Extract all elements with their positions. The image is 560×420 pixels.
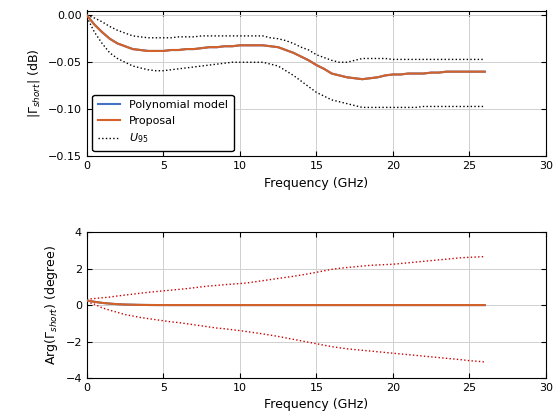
Polynomial model xyxy=(359,77,366,82)
Proposal xyxy=(336,73,343,78)
Line: Proposal: Proposal xyxy=(87,15,485,79)
Proposal xyxy=(397,72,404,77)
Proposal xyxy=(321,66,328,71)
Proposal xyxy=(313,63,320,68)
Polynomial model xyxy=(313,63,320,68)
Proposal xyxy=(443,69,450,74)
Polynomial model xyxy=(336,73,343,78)
Y-axis label: Arg($\Gamma_{short}$) (degree): Arg($\Gamma_{short}$) (degree) xyxy=(43,245,60,365)
Polynomial model xyxy=(443,69,450,74)
Legend: Polynomial model, Proposal, $U_{95}$: Polynomial model, Proposal, $U_{95}$ xyxy=(92,95,234,151)
Line: Polynomial model: Polynomial model xyxy=(87,15,485,79)
X-axis label: Frequency (GHz): Frequency (GHz) xyxy=(264,399,368,412)
X-axis label: Frequency (GHz): Frequency (GHz) xyxy=(264,177,368,190)
Polynomial model xyxy=(482,69,488,74)
Polynomial model xyxy=(321,66,328,71)
Polynomial model xyxy=(190,47,197,52)
Polynomial model xyxy=(397,72,404,77)
Y-axis label: |$\Gamma_{short}$| (dB): |$\Gamma_{short}$| (dB) xyxy=(26,49,43,118)
Proposal xyxy=(83,13,90,18)
Polynomial model xyxy=(83,13,90,18)
Proposal xyxy=(359,77,366,82)
Proposal xyxy=(190,47,197,52)
Proposal xyxy=(482,69,488,74)
